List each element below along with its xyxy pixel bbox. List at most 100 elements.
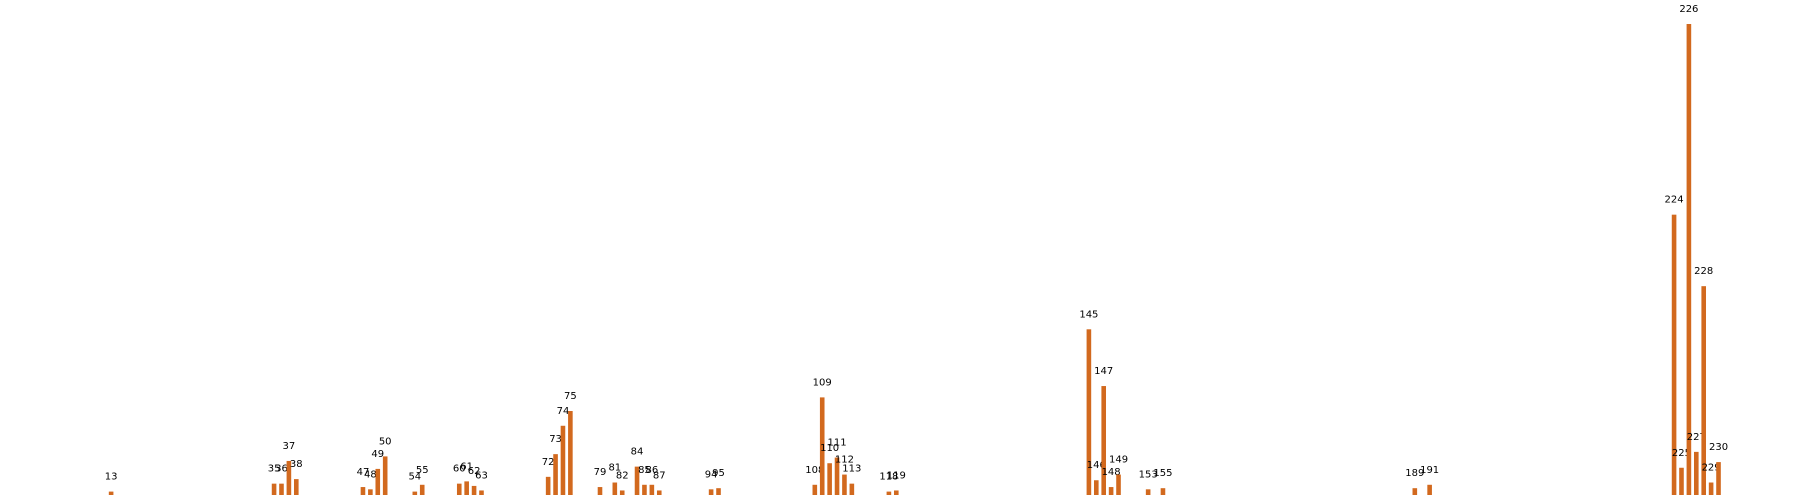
bar-label: 72: [542, 457, 555, 468]
bar: [812, 484, 818, 495]
bar-label: 112: [835, 455, 854, 466]
bar-label: 84: [631, 447, 644, 458]
bar: [708, 489, 714, 495]
bar-label: 63: [475, 470, 488, 481]
bar: [553, 454, 558, 495]
bar-label: 155: [1153, 468, 1172, 479]
bar-label: 110: [820, 443, 839, 454]
bar-label: 224: [1665, 195, 1684, 206]
bar-label: 86: [645, 465, 658, 476]
bar: [1108, 487, 1114, 495]
bar: [1716, 462, 1721, 495]
bar-label: 191: [1420, 465, 1439, 476]
bar: [649, 484, 655, 495]
bar: [545, 476, 551, 495]
bar-label: 87: [653, 470, 666, 481]
bar: [368, 489, 373, 495]
bar-label: 226: [1679, 4, 1698, 15]
bar-label: 94: [705, 469, 718, 480]
bar: [1671, 214, 1677, 496]
bar-label: 230: [1709, 442, 1728, 453]
bar-label: 108: [805, 465, 824, 476]
bar-label: 113: [842, 464, 861, 475]
bar-label: 74: [557, 406, 570, 417]
bar: [849, 483, 855, 495]
bar-label: 38: [290, 459, 303, 470]
bar: [1701, 286, 1707, 495]
bar-label: 145: [1079, 309, 1098, 320]
bar-label: 60: [453, 464, 466, 475]
bar: [834, 457, 840, 495]
bar: [1086, 329, 1092, 495]
bar-label: 49: [371, 449, 384, 460]
bar: [464, 481, 469, 495]
bar-label: 225: [1672, 448, 1691, 459]
bar-label: 36: [275, 464, 288, 475]
bar-label: 73: [549, 434, 562, 445]
bar: [1679, 467, 1684, 495]
bar-label: 61: [460, 461, 473, 472]
bar-label: 229: [1702, 463, 1721, 474]
bar-label: 13: [105, 472, 118, 483]
bar: [375, 468, 381, 495]
bar-label: 82: [616, 470, 629, 481]
bar-label: 146: [1087, 460, 1106, 471]
bar-label: 50: [379, 436, 392, 447]
bar-label: 189: [1405, 468, 1424, 479]
bar-label: 153: [1139, 469, 1158, 480]
bar: [419, 484, 425, 495]
bar-label: 147: [1094, 366, 1113, 377]
bar: [1116, 474, 1121, 495]
bar-label: 75: [564, 391, 577, 402]
bar-label: 79: [594, 467, 607, 478]
bar: [619, 490, 625, 495]
bar-label: 47: [357, 467, 370, 478]
bar: [412, 491, 418, 495]
bar: [286, 460, 292, 495]
bar-label: 118: [879, 472, 898, 483]
bar: [886, 491, 892, 495]
bar: [716, 488, 721, 495]
bar: [568, 411, 573, 495]
bar-label: 62: [468, 466, 481, 477]
bar: [1145, 489, 1151, 495]
bar: [842, 474, 847, 495]
bar-label: 109: [813, 377, 832, 388]
bar-label: 81: [608, 463, 621, 474]
bar: [819, 397, 825, 495]
bar: [279, 483, 284, 495]
bar: [893, 490, 899, 495]
bar: [108, 491, 114, 495]
bar: [1708, 482, 1714, 495]
bar-label: 48: [364, 469, 377, 480]
bar: [1427, 484, 1432, 495]
bar-label: 95: [712, 468, 725, 479]
bar-label: 228: [1694, 266, 1713, 277]
bar: [1101, 386, 1107, 495]
bar: [293, 479, 299, 495]
bar: [382, 456, 388, 495]
bar-label: 35: [268, 464, 281, 475]
bar-label: 119: [887, 470, 906, 481]
bar: [1160, 488, 1166, 495]
bar-label: 55: [416, 465, 429, 476]
bar: [271, 483, 277, 495]
bar: [634, 466, 640, 495]
bar: [612, 482, 618, 495]
bar: [560, 425, 566, 495]
bar: [1093, 480, 1099, 495]
bar-label: 149: [1109, 455, 1128, 466]
bar-label: 85: [638, 465, 651, 476]
bar: [827, 463, 832, 495]
bar-label: 37: [283, 441, 296, 452]
bar-label: 148: [1102, 467, 1121, 478]
bar: [1412, 488, 1418, 495]
bar-label: 54: [408, 472, 421, 483]
bar: [360, 487, 366, 495]
bar: [642, 484, 647, 495]
bar-label: 227: [1687, 432, 1706, 443]
bar: [1686, 24, 1692, 495]
bar: [479, 490, 484, 495]
bar: [1693, 451, 1699, 495]
